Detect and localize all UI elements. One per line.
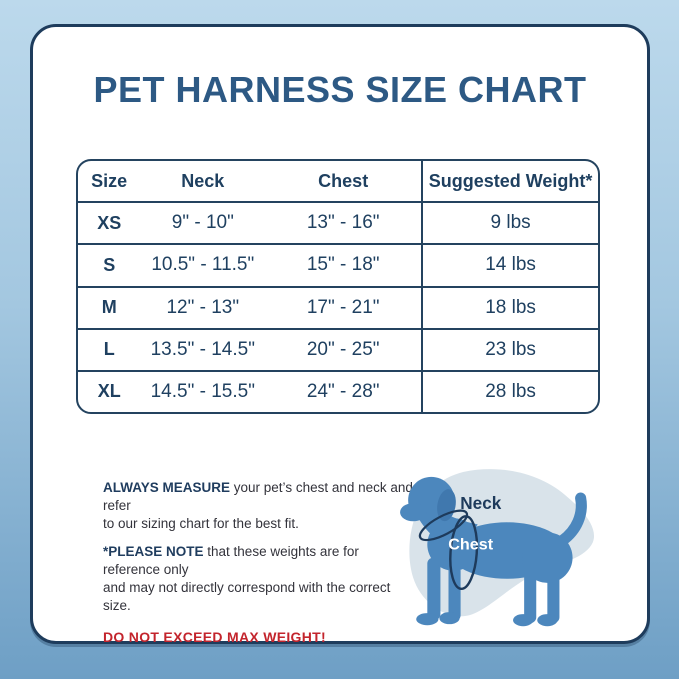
- dog-front-leg: [427, 557, 441, 621]
- note-please-note: *PLEASE NOTE that these weights are for …: [103, 543, 413, 615]
- cell-weight: 28 lbs: [421, 371, 598, 412]
- cell-size: S: [103, 254, 116, 275]
- note-text: your pet’s chest and neck and refer: [103, 480, 413, 513]
- dog-front-leg-2: [448, 564, 461, 622]
- cell-chest: 13" - 16": [306, 212, 380, 234]
- dog-silhouette: [400, 476, 587, 627]
- dog-hind-leg: [524, 567, 537, 624]
- note-bold-text: ALWAYS MEASURE: [103, 480, 231, 495]
- cell-chest: 24" - 28": [306, 380, 380, 402]
- note-always-measure: ALWAYS MEASURE your pet’s chest and neck…: [103, 479, 413, 533]
- cell-weight: 23 lbs: [421, 329, 598, 370]
- cell-weight: 14 lbs: [421, 245, 598, 286]
- col-header-weight: Suggested Weight*: [421, 161, 598, 202]
- cell-neck: 10.5" - 11.5": [151, 254, 255, 276]
- cell-neck: 12" - 13": [166, 296, 240, 318]
- size-table: Size Neck Chest Suggested Weight* XS 9" …: [76, 159, 600, 414]
- neck-measure-ellipse: [418, 509, 469, 542]
- note-text: and may not directly correspond with the…: [103, 580, 391, 613]
- max-weight-warning: DO NOT EXCEED MAX WEIGHT!: [103, 629, 326, 645]
- dog-front-paw: [416, 613, 439, 626]
- chest-label: Chest: [448, 536, 493, 554]
- table-row-m: M 12" - 13" 17" - 21" 18 lbs: [78, 285, 598, 328]
- cell-size: M: [101, 297, 117, 318]
- notes-section: ALWAYS MEASURE your pet’s chest and neck…: [103, 479, 413, 646]
- neck-label: Neck: [460, 493, 501, 513]
- cell-weight: 9 lbs: [421, 203, 598, 244]
- dog-measurement-illustration: Neck Chest: [391, 451, 623, 639]
- dog-muzzle: [400, 503, 427, 522]
- note-text: that these weights are for reference onl…: [103, 544, 359, 577]
- table-row-xl: XL 14.5" - 15.5" 24" - 28" 28 lbs: [78, 369, 598, 412]
- table-header-row: Size Neck Chest Suggested Weight*: [78, 161, 598, 202]
- table-row-xs: XS 9" - 10" 13" - 16" 9 lbs: [78, 201, 598, 244]
- cell-chest: 15" - 18": [306, 254, 380, 276]
- cell-neck: 14.5" - 15.5": [150, 380, 255, 402]
- cell-neck: 9" - 10": [171, 212, 234, 234]
- note-text: to our sizing chart for the best fit.: [103, 516, 299, 531]
- chest-measure-ellipse: [449, 515, 479, 591]
- cell-neck: 13.5" - 14.5": [150, 338, 255, 360]
- cell-size: XS: [97, 212, 122, 233]
- dog-hind-paw-2: [537, 614, 558, 627]
- cell-size: XL: [97, 381, 121, 402]
- dog-hind-paw: [513, 614, 534, 627]
- cell-weight: 18 lbs: [421, 287, 598, 328]
- cell-size: L: [103, 339, 115, 360]
- cell-chest: 20" - 25": [306, 338, 380, 360]
- col-header-size: Size: [91, 170, 128, 191]
- note-bold-text: *PLEASE NOTE: [103, 544, 204, 559]
- col-header-chest: Chest: [318, 170, 369, 191]
- table-row-s: S 10.5" - 11.5" 15" - 18" 14 lbs: [78, 243, 598, 286]
- dog-front-paw-2: [439, 612, 460, 625]
- dog-rump: [522, 532, 573, 583]
- page-title: PET HARNESS SIZE CHART: [93, 69, 587, 110]
- size-chart-card: PET HARNESS SIZE CHART Size Neck Chest S…: [30, 24, 650, 646]
- dog-illustration-svg: Neck Chest: [400, 469, 595, 627]
- cell-chest: 17" - 21": [306, 296, 380, 318]
- col-header-neck: Neck: [181, 170, 225, 191]
- table-row-l: L 13.5" - 14.5" 20" - 25" 23 lbs: [78, 327, 598, 370]
- dog-tail: [556, 492, 587, 547]
